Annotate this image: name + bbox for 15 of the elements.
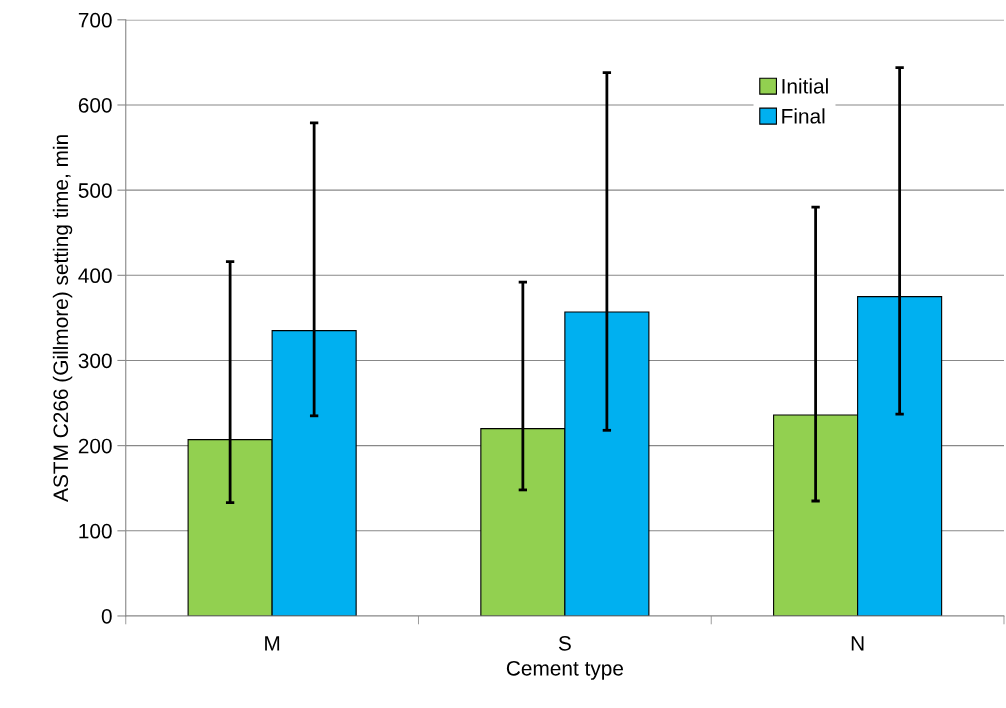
x-tick-label: M xyxy=(265,636,280,651)
y-tick-label: 500 xyxy=(78,183,112,198)
y-tick-label: 400 xyxy=(78,268,112,284)
legend-label: Initial xyxy=(782,78,828,94)
x-tick-label: S xyxy=(558,635,571,651)
x-axis-title: Cement type xyxy=(506,660,623,680)
x-tick-label: N xyxy=(851,636,864,651)
y-tick-label: 300 xyxy=(78,353,112,369)
y-tick-label: 700 xyxy=(78,12,112,28)
y-axis-title: ASTM C266 (Gillmore) setting time, min xyxy=(52,135,73,502)
legend-label: Final xyxy=(782,108,825,124)
y-tick-label: 100 xyxy=(79,523,112,539)
y-tick-label: 0 xyxy=(101,608,112,624)
y-tick-label: 200 xyxy=(78,438,112,454)
y-tick-label: 600 xyxy=(78,97,112,113)
